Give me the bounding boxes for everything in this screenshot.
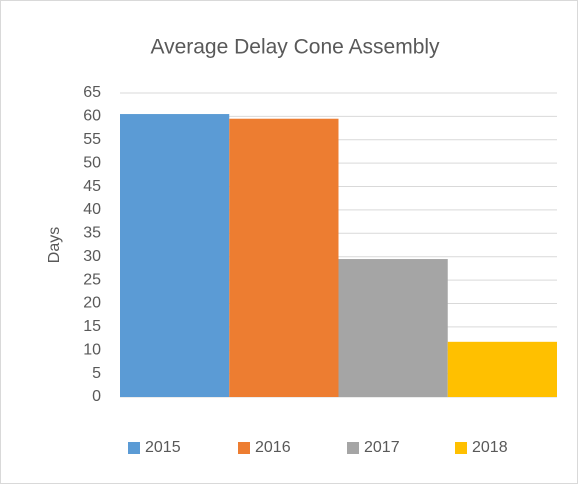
y-tick-label: 15 [83,318,101,335]
bar [447,341,557,397]
y-axis-label: Days [46,227,63,263]
legend-label: 2015 [145,439,181,456]
legend-label: 2017 [364,439,400,456]
y-tick-label: 65 [83,84,101,101]
y-tick-label: 0 [92,388,101,405]
y-tick-label: 10 [83,341,101,358]
y-tick-label: 60 [83,108,101,125]
bar [120,114,230,398]
y-tick-label: 20 [83,295,101,312]
legend-swatch [128,442,140,454]
legend-swatch [238,442,250,454]
bar [338,259,448,397]
y-tick-label: 35 [83,225,101,242]
bar [229,118,339,397]
y-tick-label: 5 [92,365,101,382]
y-tick-label: 45 [83,178,101,195]
chart-title: Average Delay Cone Assembly [150,36,440,59]
legend-label: 2018 [472,439,508,456]
y-tick-label: 30 [83,248,101,265]
legend-swatch [455,442,467,454]
y-tick-label: 55 [83,131,101,148]
y-tick-label: 40 [83,201,101,218]
legend-label: 2016 [255,439,291,456]
y-tick-label: 25 [83,271,101,288]
legend-swatch [347,442,359,454]
y-tick-label: 50 [83,154,101,171]
